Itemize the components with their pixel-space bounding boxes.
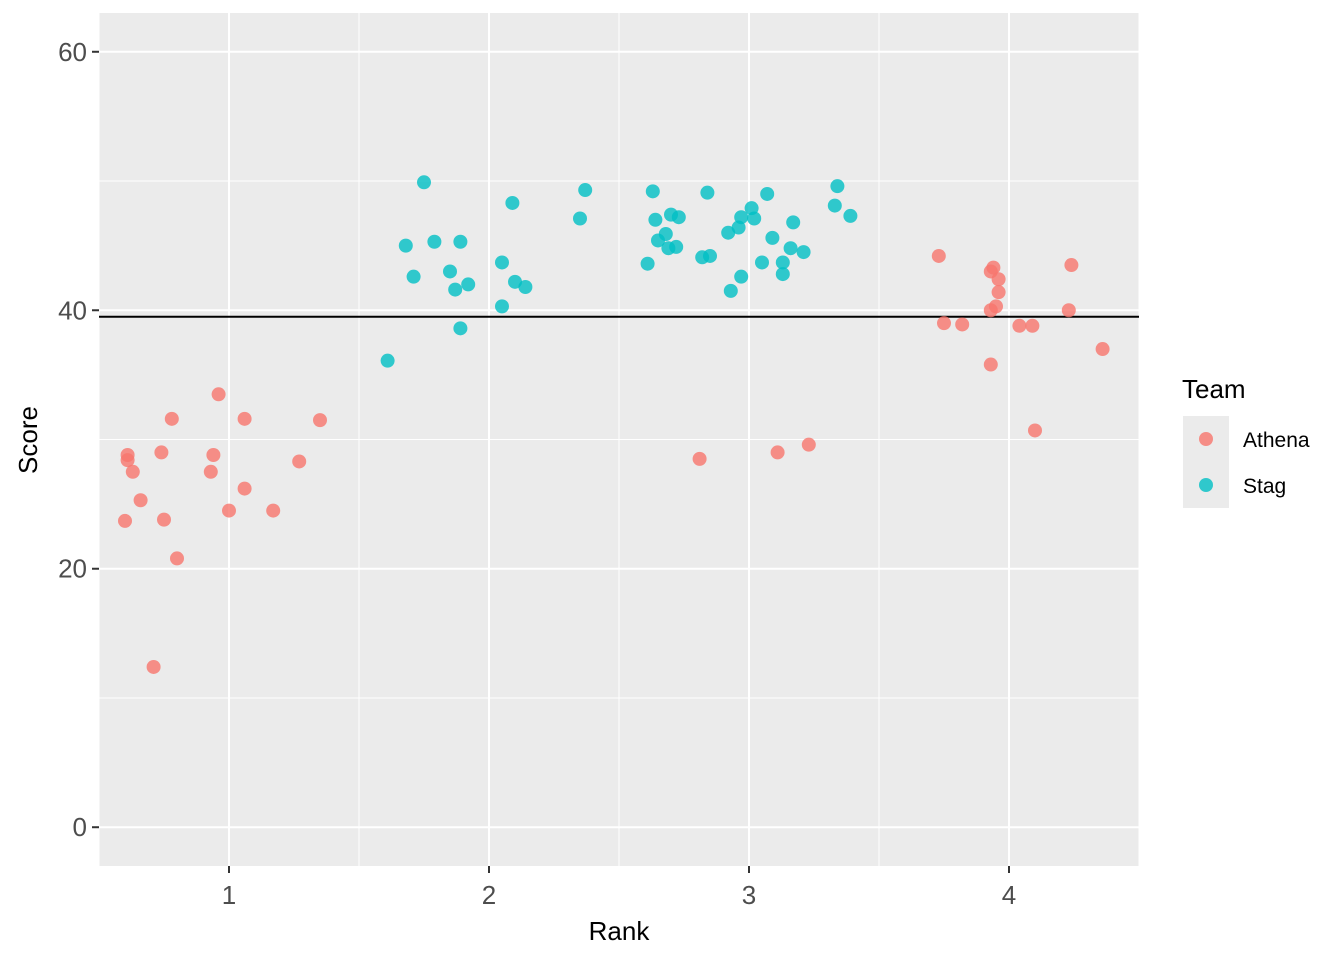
point-stag bbox=[734, 210, 749, 225]
point-athena bbox=[931, 248, 946, 263]
point-stag bbox=[578, 183, 593, 198]
point-stag bbox=[495, 255, 509, 270]
point-athena bbox=[125, 464, 140, 479]
y-tick-label: 40 bbox=[58, 295, 87, 325]
point-athena bbox=[937, 316, 951, 331]
point-athena bbox=[133, 493, 148, 508]
point-athena bbox=[991, 272, 1006, 287]
legend-label-athena: Athena bbox=[1243, 429, 1310, 452]
point-athena bbox=[222, 503, 236, 518]
point-athena bbox=[801, 437, 816, 452]
point-athena bbox=[120, 448, 135, 463]
point-athena bbox=[154, 445, 169, 460]
point-athena bbox=[157, 512, 171, 527]
point-stag bbox=[827, 198, 842, 213]
point-stag bbox=[648, 212, 663, 227]
point-stag bbox=[448, 282, 463, 297]
point-athena bbox=[1012, 318, 1027, 333]
point-athena bbox=[237, 481, 252, 496]
point-stag bbox=[453, 321, 468, 336]
point-stag bbox=[721, 225, 736, 240]
x-tick-label: 3 bbox=[742, 880, 756, 910]
point-stag bbox=[380, 353, 395, 368]
point-athena bbox=[164, 411, 179, 426]
x-tick-label: 1 bbox=[222, 880, 236, 910]
point-stag bbox=[505, 195, 520, 210]
y-tick-label: 60 bbox=[58, 37, 87, 67]
point-athena bbox=[1025, 318, 1040, 333]
point-stag bbox=[703, 248, 717, 263]
point-stag bbox=[765, 230, 780, 245]
point-athena bbox=[1064, 258, 1079, 273]
point-stag bbox=[427, 234, 442, 249]
point-stag bbox=[573, 211, 587, 226]
legend-entries: Athena Stag bbox=[1183, 416, 1310, 508]
point-athena bbox=[1095, 342, 1110, 357]
point-stag bbox=[645, 184, 660, 199]
point-athena bbox=[237, 411, 252, 426]
point-stag bbox=[640, 256, 655, 271]
point-stag bbox=[443, 264, 457, 279]
point-athena bbox=[211, 387, 226, 402]
point-stag bbox=[786, 215, 801, 230]
point-stag bbox=[671, 210, 686, 225]
x-tick-label: 2 bbox=[482, 880, 496, 910]
point-stag bbox=[417, 175, 431, 190]
y-tick-label: 20 bbox=[58, 554, 87, 584]
point-athena bbox=[989, 299, 1003, 314]
point-stag bbox=[723, 283, 738, 298]
point-stag bbox=[406, 269, 421, 284]
legend: Team Athena Stag bbox=[1182, 374, 1310, 508]
point-stag bbox=[453, 234, 468, 249]
point-athena bbox=[313, 413, 327, 428]
data-points bbox=[118, 175, 1110, 674]
y-tick-label: 0 bbox=[73, 812, 87, 842]
point-stag bbox=[495, 299, 509, 314]
point-athena bbox=[266, 503, 281, 518]
point-stag bbox=[398, 238, 413, 253]
x-tick-label: 4 bbox=[1002, 880, 1016, 910]
point-athena bbox=[986, 260, 1001, 275]
point-stag bbox=[843, 208, 858, 223]
x-axis-ticks: 1 2 3 4 bbox=[222, 866, 1016, 910]
point-athena bbox=[292, 454, 307, 469]
point-stag bbox=[508, 274, 522, 289]
point-athena bbox=[1061, 303, 1076, 318]
point-stag bbox=[700, 185, 715, 200]
point-athena bbox=[991, 285, 1006, 300]
y-axis-ticks: 0 20 40 60 bbox=[58, 37, 99, 842]
point-athena bbox=[203, 464, 218, 479]
point-stag bbox=[775, 255, 790, 270]
x-axis-title: Rank bbox=[589, 916, 651, 946]
point-athena bbox=[955, 317, 970, 332]
point-athena bbox=[146, 659, 161, 674]
point-stag bbox=[518, 279, 533, 294]
major-gridlines bbox=[99, 13, 1139, 866]
point-stag bbox=[775, 267, 790, 282]
legend-key-point bbox=[1199, 478, 1213, 492]
point-stag bbox=[830, 179, 845, 194]
legend-key-point bbox=[1199, 432, 1213, 446]
point-stag bbox=[783, 241, 798, 256]
point-stag bbox=[796, 245, 811, 260]
point-stag bbox=[461, 277, 476, 292]
point-stag bbox=[669, 239, 684, 254]
legend-title: Team bbox=[1182, 374, 1246, 404]
point-stag bbox=[760, 186, 775, 201]
point-athena bbox=[983, 357, 998, 372]
point-stag bbox=[747, 211, 762, 226]
point-athena bbox=[692, 451, 707, 466]
point-stag bbox=[734, 269, 749, 284]
point-stag bbox=[658, 227, 673, 242]
point-stag bbox=[755, 255, 769, 270]
minor-gridlines bbox=[98, 13, 1140, 866]
point-athena bbox=[770, 445, 785, 460]
y-axis-title: Score bbox=[13, 406, 43, 474]
point-athena bbox=[118, 513, 132, 528]
point-athena bbox=[170, 551, 184, 566]
point-athena bbox=[1028, 423, 1042, 438]
point-athena bbox=[206, 448, 221, 463]
legend-label-stag: Stag bbox=[1243, 475, 1286, 498]
